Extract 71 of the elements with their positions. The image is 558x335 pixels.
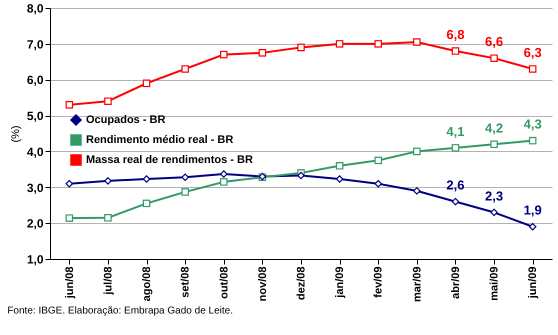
point [104,214,112,222]
point [142,200,150,208]
point [452,47,460,55]
point [181,188,189,196]
y-tick-label: 7,0 [26,37,44,52]
point [413,38,421,46]
point [220,50,228,58]
y-tick-label: 8,0 [26,2,44,16]
x-tick-label: nov/08 [256,266,269,302]
data-label: 6,3 [524,44,542,60]
y-tick-label: 2,0 [26,216,44,231]
data-label: 6,8 [446,27,464,42]
point [297,44,305,52]
point [452,198,460,206]
y-tick-label: 6,0 [26,73,44,88]
source-note: Fonte: IBGE. Elaboração: Embrapa Gado de Leite. [7,305,234,316]
point [66,101,74,109]
point [374,156,382,164]
point [528,222,536,230]
point [374,40,382,48]
point [336,175,344,183]
data-label: 4,1 [446,124,464,139]
x-tick-label: abr/09 [450,266,462,299]
y-tick-label: 3,0 [26,180,44,195]
data-label: 6,6 [485,34,504,50]
point [220,178,228,186]
point [528,136,536,144]
x-tick-label: set/08 [180,266,192,298]
point [336,162,344,170]
point [104,177,112,185]
x-tick-label: ago/08 [141,266,154,302]
point [66,214,74,222]
y-tick-label: 5,0 [26,109,44,124]
y-axis-title: (%) [10,125,22,143]
x-tick-label: jun/08 [64,266,76,300]
point [142,80,150,88]
point [490,208,498,216]
point [452,144,460,152]
y-tick-label: 1,0 [26,252,44,266]
legend-label: Ocupados - BR [86,114,166,126]
data-label: 2,6 [446,178,464,193]
point [336,40,344,48]
point [528,65,536,73]
point [142,175,150,183]
point [220,170,228,178]
point [104,97,112,105]
point [490,140,498,148]
x-tick-label: dez/08 [296,266,308,300]
point [490,54,498,62]
point [374,180,382,188]
x-tick-label: jan/09 [334,266,346,299]
data-label: 4,3 [524,116,542,132]
x-tick-label: mar/09 [411,266,424,302]
data-label: 1,9 [524,202,542,218]
point [181,173,189,182]
point [413,148,421,156]
point [181,65,189,73]
x-tick-label: out/08 [218,266,230,299]
data-label: 2,3 [485,188,504,204]
x-tick-label: mai/09 [488,266,501,301]
legend-label: Massa real de rendimentos - BR [86,154,253,166]
point [297,172,305,180]
point [66,180,74,188]
point [258,49,266,57]
data-label: 4,2 [485,120,504,136]
x-tick-label: jul/08 [102,266,114,296]
x-tick-label: fev/09 [372,266,385,298]
legend-label: Rendimento médio real - BR [86,134,234,146]
y-tick-label: 4,0 [26,144,44,159]
point [413,187,421,195]
x-tick-label: jun/09 [527,266,540,300]
